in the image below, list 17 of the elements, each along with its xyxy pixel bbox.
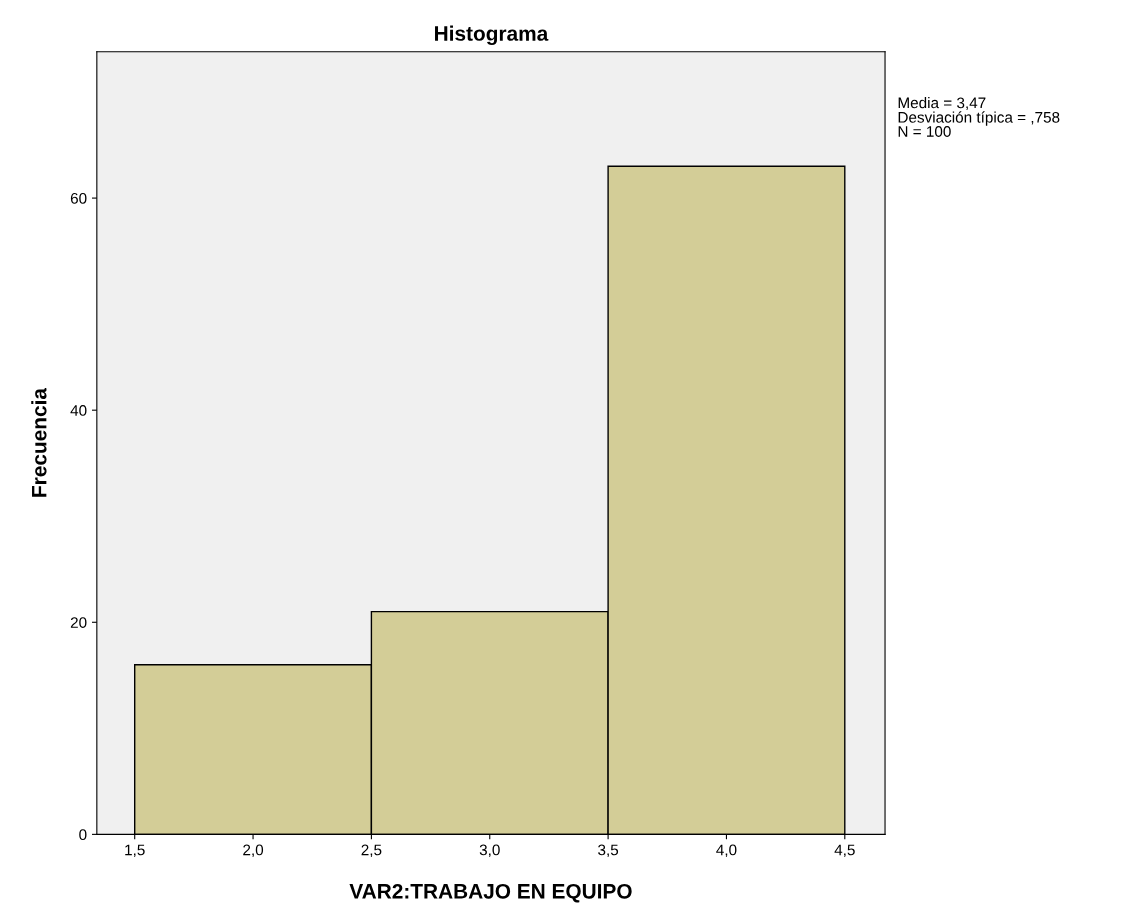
y-tick-label: 60 [70,192,87,204]
y-tick-label: 40 [70,405,87,416]
x-tick-label: 4,5 [834,844,855,858]
x-tick-label: 3,5 [598,844,619,858]
x-tick-label: 2,0 [243,844,264,858]
x-axis-title: VAR2:TRABAJO EN EQUIPO [349,883,632,903]
chart-title: Histograma [435,25,549,46]
x-tick-label: 1,5 [125,844,145,858]
x-tick-label: 3,0 [479,844,500,858]
text: Desviación típica = ,758 [898,111,1060,126]
text: Media = 3,47 [898,97,986,111]
text: N = 100 [898,126,951,137]
x-tick-label: 4,0 [716,844,737,858]
x-tick-label: 2,5 [361,844,382,858]
y-tick-label: 0 [79,829,87,841]
y-axis-title: Frecuencia [31,387,47,497]
y-tick-label: 20 [70,617,87,628]
